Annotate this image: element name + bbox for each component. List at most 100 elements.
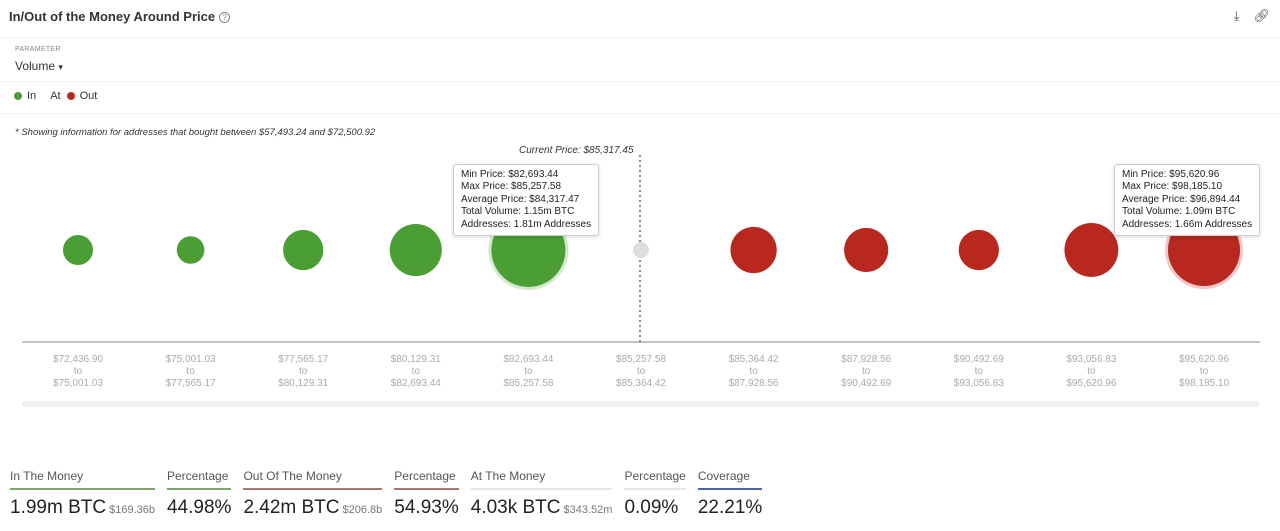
stat-value: 4.03k BTC $343.52m [471, 497, 613, 519]
stat-sub: $169.36b [109, 504, 155, 516]
page-title: In/Out of the Money Around Price? [9, 9, 231, 24]
stat-label: Percentage [624, 469, 686, 490]
bubble-out[interactable] [844, 227, 889, 273]
current-price-label: Current Price: $85,317.45 [519, 145, 634, 156]
legend: In At Out [14, 90, 97, 102]
tooltip-line: Average Price: $84,317.47 [461, 193, 580, 205]
x-tick-label: $98,185.10 [1179, 378, 1229, 389]
bubble-out[interactable] [958, 229, 999, 271]
bubble-out[interactable] [730, 226, 777, 274]
tooltip-line: Total Volume: 1.09m BTC [1122, 206, 1236, 218]
tooltip-line: Min Price: $95,620.96 [1122, 169, 1220, 180]
x-tick-label: to [862, 366, 871, 377]
bubble-chart: $72,436.90to$75,001.03$75,001.03to$77,56… [22, 155, 1260, 389]
x-tick-label: $87,928.56 [841, 354, 891, 365]
parameter-dropdown[interactable]: Volume ▾ [15, 59, 63, 73]
x-tick-label: $75,001.03 [53, 378, 103, 389]
x-tick-label: $80,129.31 [391, 354, 441, 365]
stat-main: 4.03k BTC [470, 497, 561, 518]
stat-value: 2.42m BTC $206.8b [243, 497, 382, 519]
chevron-down-icon: ▾ [58, 62, 63, 72]
stat-6: Coverage 22.21% [697, 469, 763, 519]
x-tick-label: $90,492.69 [954, 354, 1004, 365]
x-tick-label: $77,565.17 [278, 354, 328, 365]
stat-3: Percentage 54.93% [394, 469, 459, 519]
x-tick-label: $90,492.69 [841, 378, 891, 389]
x-tick-label: to [975, 366, 984, 377]
stat-2: Out Of The Money 2.42m BTC $206.8b [243, 469, 383, 519]
download-icon[interactable]: ⤓ [1233, 8, 1240, 23]
in-dot-icon [14, 92, 22, 100]
tooltip-line: Total Volume: 1.15m BTC [461, 206, 575, 218]
stat-label: Percentage [166, 469, 232, 490]
bubble-in[interactable] [389, 223, 442, 277]
stat-main: 2.42m BTC [243, 497, 340, 518]
x-tick-label: $77,565.17 [166, 378, 216, 389]
title-text: In/Out of the Money Around Price [9, 9, 216, 24]
stat-label: At The Money [470, 469, 613, 490]
x-tick-label: to [412, 366, 421, 377]
stat-sub: $343.52m [563, 504, 613, 516]
x-tick-label: to [749, 366, 758, 377]
summary-stats: In The Money 1.99m BTC $169.36b Percentage 4… [10, 469, 774, 519]
bubble-at[interactable] [633, 242, 649, 258]
stat-label: In The Money [10, 469, 155, 490]
stat-1: Percentage 44.98% [166, 469, 232, 519]
legend-at[interactable]: At [50, 90, 60, 102]
stat-main: 54.93% [394, 497, 459, 518]
stat-value: 54.93% [394, 497, 458, 519]
x-tick-label: to [186, 366, 195, 377]
link-icon[interactable]: 🔗︎ [1253, 8, 1270, 23]
x-tick-label: $95,620.96 [1179, 354, 1229, 365]
info-note: * Showing information for addresses that… [15, 127, 376, 138]
x-tick-label: to [74, 366, 83, 377]
stat-value: 1.99m BTC $169.36b [10, 497, 155, 519]
bubble-in[interactable] [176, 236, 205, 264]
x-tick-label: $82,693.44 [391, 378, 441, 389]
bubble-in[interactable] [62, 234, 94, 266]
parameter-value: Volume [15, 59, 56, 73]
stat-main: 22.21% [697, 497, 763, 518]
stat-main: 0.09% [624, 497, 679, 518]
stat-label: Coverage [697, 469, 763, 490]
help-icon[interactable]: ? [219, 12, 231, 23]
x-tick-label: to [637, 366, 646, 377]
legend-out[interactable]: Out [66, 90, 98, 102]
x-tick-label: $75,001.03 [166, 354, 216, 365]
x-tick-label: $93,056.83 [1066, 354, 1116, 365]
stat-value: 22.21% [698, 497, 762, 519]
bubble-in[interactable] [283, 229, 324, 271]
legend-in[interactable]: In [14, 90, 36, 102]
x-tick-label: $80,129.31 [278, 378, 328, 389]
stat-value: 44.98% [167, 497, 231, 519]
stat-value: 0.09% [624, 497, 685, 519]
x-tick-label: $85,364.42 [729, 354, 779, 365]
x-tick-label: $95,620.96 [1066, 378, 1116, 389]
x-tick-label: to [1200, 366, 1209, 377]
x-tick-label: $85,364.42 [616, 378, 666, 389]
tooltip-line: Addresses: 1.66m Addresses [1122, 218, 1253, 230]
legend-label: Out [79, 90, 98, 102]
tooltip-line: Max Price: $98,185.10 [1122, 181, 1223, 193]
stat-sub: $206.8b [342, 504, 383, 516]
x-tick-label: $82,693.44 [503, 354, 553, 365]
x-tick-label: $87,928.56 [729, 378, 779, 389]
stat-main: 1.99m BTC [10, 497, 107, 518]
stat-5: Percentage 0.09% [624, 469, 686, 519]
tooltip-line: Addresses: 1.81m Addresses [461, 218, 592, 230]
x-tick-label: $85,257.58 [616, 354, 666, 365]
bubble-out[interactable] [1064, 223, 1119, 277]
tooltip-line: Min Price: $82,693.44 [461, 169, 559, 180]
tooltip: Min Price: $82,693.44 Max Price: $85,257… [453, 164, 600, 237]
legend-label: At [50, 90, 61, 102]
x-tick-label: to [524, 366, 533, 377]
parameter-label: PARAMETER [15, 46, 61, 53]
tooltip-line: Average Price: $96,894.44 [1122, 193, 1241, 205]
stat-0: In The Money 1.99m BTC $169.36b [10, 469, 155, 519]
stat-4: At The Money 4.03k BTC $343.52m [470, 469, 613, 519]
x-tick-label: $93,056.83 [954, 378, 1004, 389]
chart-scrollbar[interactable] [22, 401, 1260, 407]
x-tick-label: to [1087, 366, 1096, 377]
stat-main: 44.98% [166, 497, 232, 518]
tooltip: Min Price: $95,620.96 Max Price: $98,185… [1114, 164, 1261, 237]
